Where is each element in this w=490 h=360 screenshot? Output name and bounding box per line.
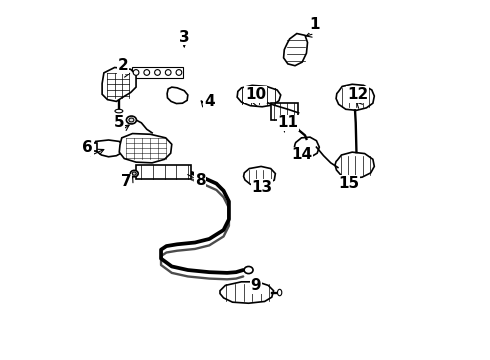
- Circle shape: [144, 69, 149, 75]
- Polygon shape: [102, 67, 136, 102]
- Text: 5: 5: [114, 115, 124, 130]
- Bar: [270, 103, 297, 120]
- Ellipse shape: [115, 109, 123, 113]
- Polygon shape: [237, 85, 281, 107]
- Text: 1: 1: [309, 17, 320, 32]
- Polygon shape: [119, 134, 172, 163]
- Polygon shape: [244, 166, 275, 185]
- Text: 4: 4: [204, 94, 215, 109]
- Text: 15: 15: [338, 176, 359, 191]
- Text: 12: 12: [347, 87, 368, 102]
- Circle shape: [165, 69, 171, 75]
- Text: 14: 14: [291, 148, 312, 162]
- Bar: [132, 67, 183, 78]
- Text: 11: 11: [277, 115, 298, 130]
- Circle shape: [176, 69, 182, 75]
- Ellipse shape: [130, 170, 138, 177]
- Polygon shape: [335, 152, 374, 178]
- Text: 3: 3: [179, 30, 190, 45]
- Text: 9: 9: [250, 278, 261, 293]
- Text: 13: 13: [251, 180, 273, 195]
- Bar: [136, 165, 192, 179]
- Text: 6: 6: [82, 140, 93, 156]
- Text: 7: 7: [121, 174, 132, 189]
- Ellipse shape: [244, 266, 253, 274]
- Polygon shape: [94, 140, 123, 157]
- Polygon shape: [294, 137, 319, 157]
- Ellipse shape: [277, 289, 282, 296]
- Text: 10: 10: [245, 87, 266, 102]
- Circle shape: [155, 69, 160, 75]
- Ellipse shape: [129, 118, 134, 122]
- Ellipse shape: [126, 116, 136, 124]
- Ellipse shape: [132, 172, 136, 175]
- Text: 2: 2: [118, 58, 128, 73]
- Circle shape: [133, 69, 139, 75]
- Polygon shape: [336, 84, 374, 111]
- Polygon shape: [284, 33, 308, 66]
- Polygon shape: [167, 87, 188, 104]
- Bar: [87, 143, 97, 151]
- Polygon shape: [220, 282, 273, 303]
- Text: 8: 8: [195, 172, 206, 188]
